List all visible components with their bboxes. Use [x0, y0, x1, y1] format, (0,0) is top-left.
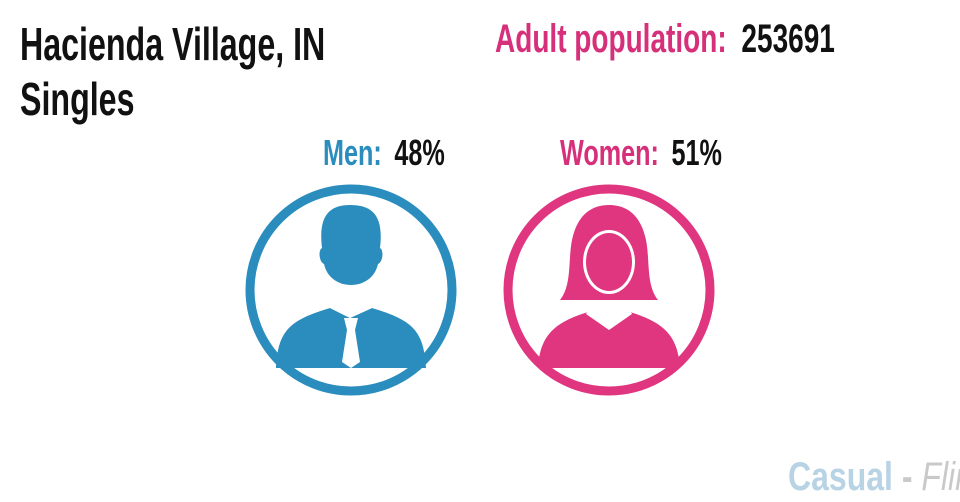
men-value: 48%: [394, 133, 444, 174]
woman-icon: [503, 184, 715, 396]
logo-second: Flirt: [921, 454, 960, 499]
man-tie: [342, 318, 360, 368]
women-label: Women:: [560, 133, 659, 174]
woman-collar: [586, 304, 632, 330]
woman-body: [538, 312, 680, 368]
title: Hacienda Village, IN: [20, 19, 325, 70]
title-group: Hacienda Village, IN: [20, 19, 325, 70]
men-group: Men: 48%: [323, 133, 445, 174]
men-text: Men: 48%: [323, 133, 445, 174]
subtitle-group: Singles: [20, 74, 134, 125]
men-label: Men:: [323, 133, 382, 174]
logo-text: Casual - Flirt: [788, 454, 960, 499]
man-head: [319, 205, 383, 285]
population-value: 253691: [741, 17, 834, 61]
woman-circle: [503, 184, 715, 396]
man-circle: [245, 184, 457, 396]
women-text: Women: 51%: [560, 133, 722, 174]
subtitle: Singles: [20, 74, 134, 125]
logo-separator: -: [902, 454, 913, 499]
population-text: Adult population: 253691: [495, 17, 835, 61]
logo-first: Casual: [788, 454, 893, 499]
population-group: Adult population: 253691: [495, 17, 835, 61]
man-icon: [245, 184, 457, 396]
logo: Casual - Flirt: [788, 454, 960, 499]
women-group: Women: 51%: [560, 133, 722, 174]
women-value: 51%: [672, 133, 722, 174]
man-collar: [330, 296, 372, 318]
woman-face: [586, 233, 632, 291]
population-label: Adult population:: [495, 17, 727, 61]
